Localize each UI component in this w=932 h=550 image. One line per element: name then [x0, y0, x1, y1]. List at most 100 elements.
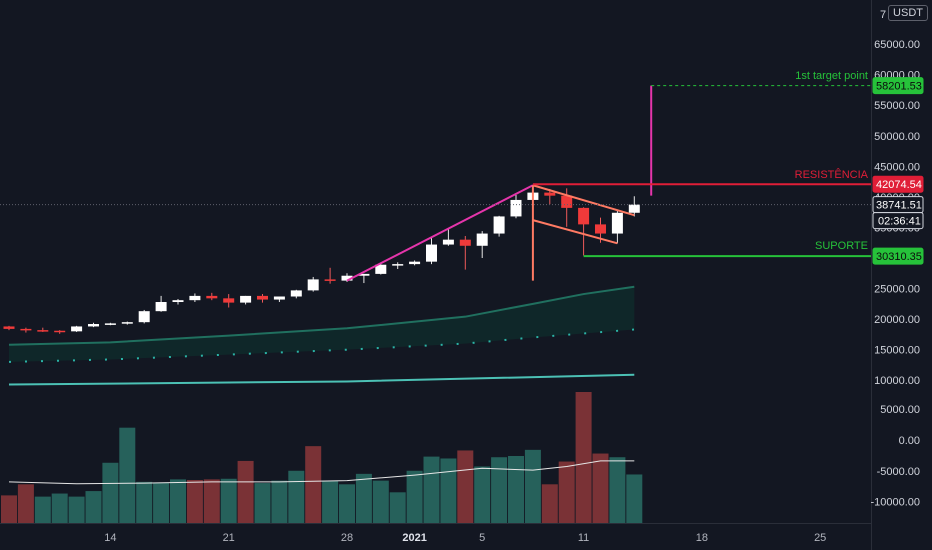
volume-bar [389, 492, 406, 524]
resistance-price-badge-box [872, 175, 924, 193]
candle-body [290, 290, 302, 297]
candle-body [493, 216, 505, 234]
candle-body [409, 261, 421, 265]
volume-bar [288, 470, 305, 524]
candle-body [324, 279, 336, 281]
volume-bars [1, 391, 643, 524]
candle-body [561, 195, 573, 208]
candle-body [442, 239, 454, 245]
volume-bar [85, 491, 102, 524]
countdown-box [872, 212, 924, 230]
y-tick-label: -10000.00 [870, 497, 920, 509]
y-tick-label: -5000.00 [877, 466, 920, 478]
target-price-badge-text: 58201.53 [876, 81, 922, 93]
volume-bar [322, 480, 339, 524]
price-badges: 58201.53 42074.54 38741.51 02:36:41 30310.35 [872, 77, 924, 265]
support-price-badge-text: 30310.35 [876, 251, 922, 263]
volume-bar [170, 479, 186, 524]
target-price-badge-box [872, 77, 924, 95]
candle-body [138, 311, 150, 323]
volume-bar [423, 456, 440, 524]
target-label: 1st target point [795, 70, 868, 82]
y-tick-label: 5000.00 [880, 404, 920, 416]
ma-slow-line [8, 285, 635, 346]
moving-average-lines [8, 285, 635, 485]
candle-body [3, 326, 15, 329]
candle-body [54, 330, 66, 333]
y-tick-label: 65000.00 [874, 39, 920, 51]
y-tick-label: 25000.00 [874, 284, 920, 296]
volume-bar [457, 450, 474, 524]
volume-bar [153, 482, 170, 524]
y-tick-label: 15000.00 [874, 345, 920, 357]
volume-bar [609, 457, 626, 524]
y-tick-label: 0.00 [899, 435, 920, 447]
volume-bar [474, 466, 491, 524]
volume-bar [558, 461, 575, 524]
volume-bar [1, 495, 17, 524]
candle-body [223, 298, 235, 303]
candle-body [104, 323, 116, 325]
candle-body [20, 328, 32, 331]
x-tick-label: 25 [814, 532, 826, 544]
x-tick-label: 14 [104, 532, 116, 544]
x-tick-label: 18 [696, 532, 708, 544]
volume-bar [524, 449, 541, 524]
candle-body [206, 295, 218, 299]
y-tick-label: 20000.00 [874, 314, 920, 326]
candle-body [341, 275, 353, 281]
candle-body [510, 199, 522, 217]
time-axis[interactable]: 14 21 28 2021 5 11 18 25 [104, 532, 826, 544]
candle-body [88, 324, 99, 327]
y-tick-label: 50000.00 [874, 131, 920, 143]
volume-bar [575, 391, 592, 524]
candle-body [628, 204, 640, 213]
candle-body [273, 296, 285, 300]
y-tick-label: 45000.00 [874, 161, 920, 173]
volume-bar [34, 496, 51, 524]
volume-bar [305, 446, 322, 524]
candle-body [375, 264, 387, 274]
countdown-text: 02:36:41 [878, 216, 921, 228]
candle-body [121, 322, 133, 324]
candle-body [307, 279, 319, 291]
wedge-bottom-line [532, 219, 618, 245]
candle-body [37, 330, 49, 332]
candle-body [358, 273, 370, 276]
volume-bar [203, 479, 220, 524]
volume-bar [541, 484, 558, 524]
candle-body [71, 326, 83, 332]
last-price-badge-text: 38741.51 [876, 200, 922, 212]
ma-band-area [9, 286, 635, 362]
ma-long-line [8, 373, 635, 386]
ma-band-fill [9, 286, 635, 362]
volume-bar [355, 473, 372, 524]
volume-bar [237, 460, 254, 524]
candle-body [459, 239, 471, 246]
volume-bar [626, 474, 643, 524]
volume-bar [406, 470, 423, 524]
trend-line [346, 184, 534, 282]
volume-bar [508, 456, 524, 524]
volume-bar [68, 496, 85, 524]
y-tick-label: 55000.00 [874, 100, 920, 112]
candle-body [544, 192, 556, 196]
x-tick-label: 11 [578, 532, 589, 544]
candle-body [611, 212, 623, 234]
y-tick-label: 7 [880, 9, 886, 21]
volume-bar [119, 427, 136, 524]
volume-bar [186, 480, 203, 524]
candle-body [189, 295, 201, 301]
candle-body [172, 300, 184, 303]
volume-bar [372, 480, 389, 524]
candle-body [257, 295, 268, 300]
x-tick-label: 2021 [402, 532, 426, 544]
volume-bar [339, 484, 355, 524]
volume-bar [136, 481, 153, 524]
candlesticks [3, 185, 640, 334]
candle-body [476, 233, 488, 246]
wedge-top-line [532, 184, 635, 217]
volume-bar [17, 484, 34, 524]
currency-badge[interactable]: USDT [888, 5, 928, 21]
